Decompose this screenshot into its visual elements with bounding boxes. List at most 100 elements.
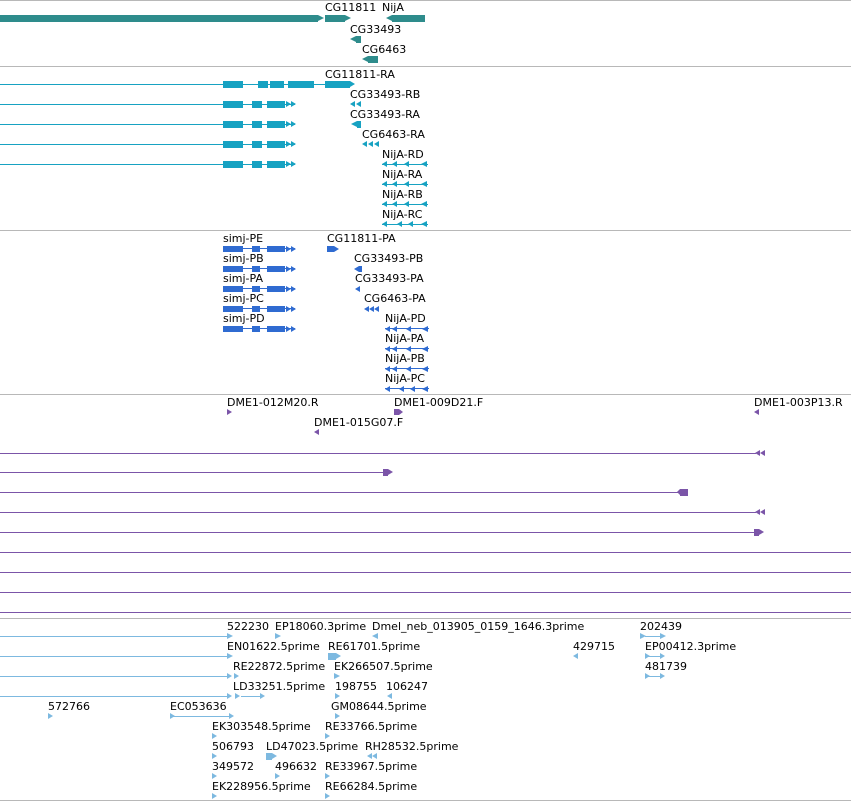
transcript-exon[interactable] — [288, 81, 314, 88]
gene-feature-arrow — [386, 15, 392, 21]
protein-feature[interactable] — [267, 246, 285, 252]
gene-feature[interactable] — [325, 15, 345, 22]
est-arrow[interactable] — [640, 633, 646, 639]
est-span-line[interactable] — [645, 656, 661, 657]
protein-feature[interactable] — [267, 286, 285, 292]
est-arrow[interactable] — [275, 773, 280, 779]
clone-span-line[interactable] — [0, 552, 851, 553]
transcript-exon[interactable] — [252, 121, 262, 128]
transcript-exon[interactable] — [270, 81, 284, 88]
est-block[interactable] — [328, 653, 336, 660]
est-arrow[interactable] — [387, 693, 392, 699]
est-span-line[interactable] — [241, 696, 263, 697]
est-arrow[interactable] — [260, 693, 265, 699]
protein-feature[interactable] — [223, 266, 243, 272]
protein-feature[interactable] — [252, 326, 260, 332]
est-arrow[interactable] — [372, 633, 378, 639]
est-arrow[interactable] — [335, 693, 340, 699]
clone-span-line[interactable] — [0, 612, 851, 613]
protein-track[interactable]: simj-PE CG11811-PA simj-PB CG33493-PB si… — [0, 231, 851, 394]
transcript-exon[interactable] — [223, 81, 243, 88]
transcript-exon[interactable] — [223, 101, 243, 108]
clone-end-track[interactable]: DME1-012M20.R DME1-009D21.F DME1-003P13.… — [0, 395, 851, 616]
gene-feature[interactable] — [356, 36, 361, 43]
gene-feature[interactable] — [0, 15, 318, 22]
est-arrow[interactable] — [645, 673, 650, 679]
est-arrow[interactable] — [367, 753, 372, 759]
est-arrow[interactable] — [645, 653, 650, 659]
clone-span-line[interactable] — [0, 472, 384, 473]
transcript-exon[interactable] — [223, 141, 243, 148]
est-block[interactable] — [266, 753, 272, 760]
protein-feature[interactable] — [223, 246, 243, 252]
protein-direction-arrow — [385, 346, 390, 352]
transcript-exon[interactable] — [252, 161, 262, 168]
est-span-line[interactable] — [645, 636, 661, 637]
protein-feature[interactable] — [223, 306, 243, 312]
transcript-exon[interactable] — [267, 121, 285, 128]
est-arrow[interactable] — [325, 773, 330, 779]
transcript-track[interactable]: CG11811-RA CG33493-RB CG33493-RA CG6463-… — [0, 67, 851, 230]
transcript-exon[interactable] — [252, 101, 262, 108]
est-arrow[interactable] — [212, 773, 217, 779]
protein-feature[interactable] — [223, 286, 243, 292]
est-span-line[interactable] — [0, 656, 227, 657]
gene-feature[interactable] — [368, 56, 378, 63]
protein-feature[interactable] — [267, 266, 285, 272]
est-arrow[interactable] — [212, 733, 217, 739]
est-span-line[interactable] — [0, 636, 227, 637]
clone-span-line[interactable] — [0, 453, 756, 454]
est-arrow[interactable] — [170, 713, 175, 719]
transcript-exon[interactable] — [325, 81, 350, 88]
est-arrow[interactable] — [227, 693, 232, 699]
est-arrow[interactable] — [234, 673, 239, 679]
est-arrow[interactable] — [227, 673, 232, 679]
transcript-exon[interactable] — [357, 121, 361, 128]
clone-span-line[interactable] — [0, 492, 680, 493]
protein-feature[interactable] — [252, 286, 260, 292]
clone-end-arrow[interactable] — [754, 409, 759, 415]
est-track[interactable]: 522230 EP18060.3prime Dmel_neb_013905_01… — [0, 619, 851, 802]
clone-end-marker[interactable] — [394, 409, 399, 415]
est-arrow[interactable] — [48, 713, 53, 719]
protein-feature[interactable] — [359, 266, 362, 272]
transcript-exon[interactable] — [223, 121, 243, 128]
protein-feature[interactable] — [267, 326, 285, 332]
est-span-line[interactable] — [0, 676, 227, 677]
transcript-exon[interactable] — [267, 141, 285, 148]
est-arrow[interactable] — [235, 693, 240, 699]
est-arrow[interactable] — [325, 733, 330, 739]
est-span-line[interactable] — [172, 716, 230, 717]
transcript-exon[interactable] — [267, 161, 285, 168]
est-arrow[interactable] — [325, 793, 330, 799]
clone-span-line[interactable] — [0, 532, 756, 533]
est-arrow[interactable] — [334, 673, 340, 679]
protein-feature[interactable] — [223, 326, 243, 332]
est-arrow[interactable] — [227, 633, 233, 639]
clone-end-arrow[interactable] — [227, 409, 232, 415]
clone-span-line[interactable] — [0, 592, 851, 593]
transcript-exon[interactable] — [267, 101, 285, 108]
gene-feature[interactable] — [392, 15, 425, 22]
clone-end-arrow[interactable] — [314, 429, 319, 435]
protein-feature[interactable] — [327, 246, 334, 252]
protein-feature[interactable] — [267, 306, 285, 312]
protein-feature[interactable] — [252, 246, 260, 252]
est-arrow[interactable] — [573, 653, 578, 659]
transcript-exon[interactable] — [258, 81, 268, 88]
protein-feature[interactable] — [252, 306, 260, 312]
transcript-exon[interactable] — [223, 161, 243, 168]
est-span-line[interactable] — [0, 696, 227, 697]
est-arrow[interactable] — [212, 753, 217, 759]
gene-track[interactable]: CG11811 NijA CG33493 CG6463 — [0, 0, 851, 66]
est-arrow[interactable] — [227, 653, 233, 659]
est-arrow[interactable] — [212, 793, 217, 799]
est-arrow[interactable] — [275, 633, 281, 639]
clone-span-line[interactable] — [0, 512, 756, 513]
est-span-line[interactable] — [645, 676, 661, 677]
clone-span-line[interactable] — [0, 572, 851, 573]
est-arrow[interactable] — [335, 713, 340, 719]
transcript-exon[interactable] — [252, 141, 262, 148]
protein-feature[interactable] — [252, 266, 260, 272]
